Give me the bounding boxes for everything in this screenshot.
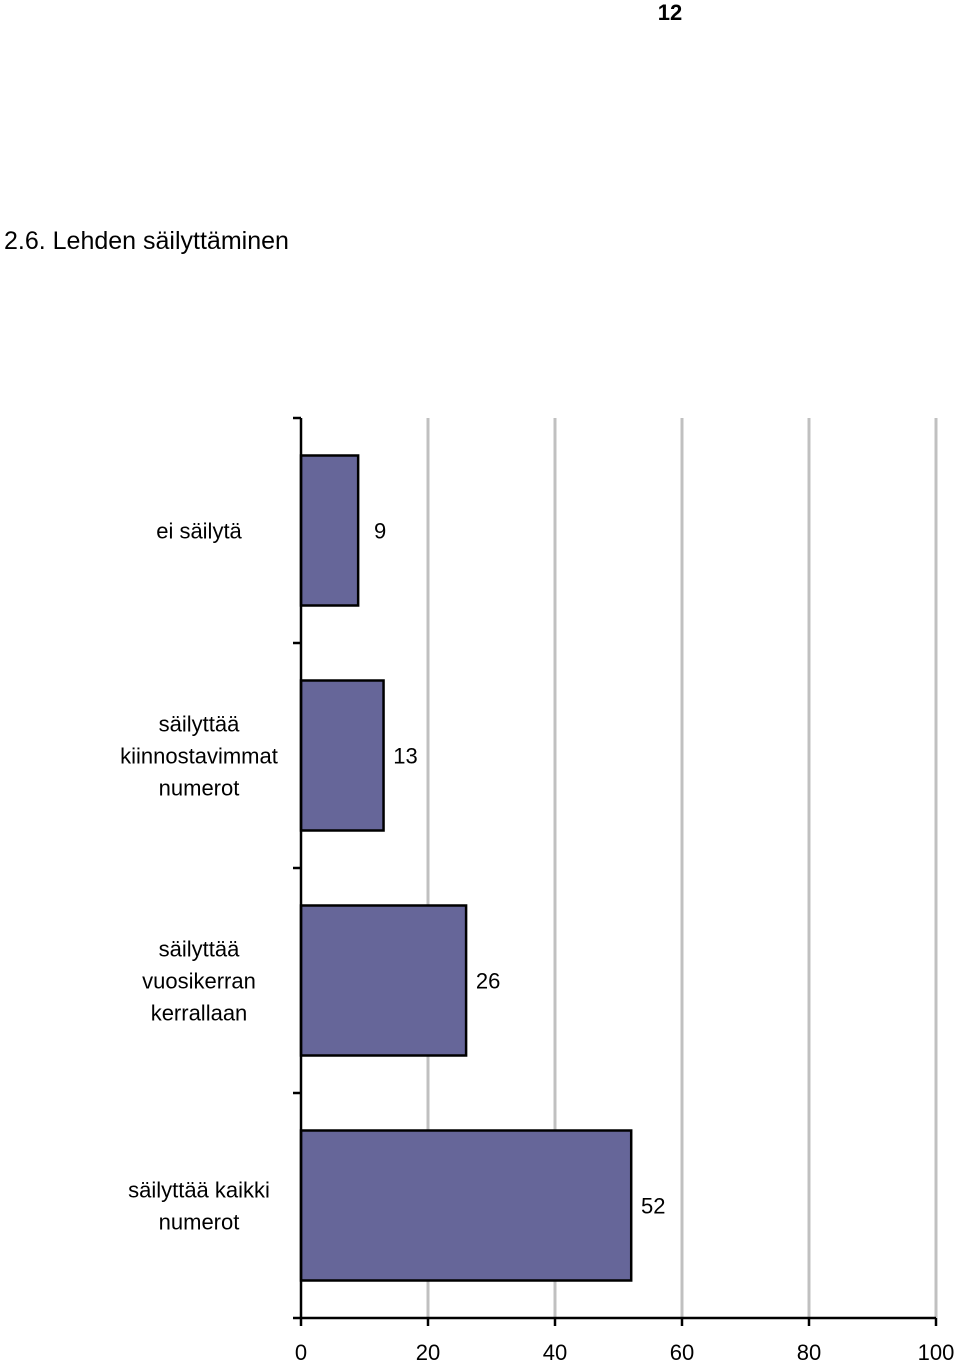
bar (299, 679, 385, 832)
x-tick-label: 40 (543, 1340, 567, 1365)
bar (299, 1129, 633, 1282)
data-label: 26 (476, 969, 500, 994)
section-heading: 2.6. Lehden säilyttäminen (4, 227, 289, 255)
x-tick-labels: 0 20 40 60 80 100 (295, 1340, 954, 1365)
x-tick-label: 80 (797, 1340, 821, 1365)
x-tick-label: 100 (918, 1340, 955, 1365)
x-tick-label: 0 (295, 1340, 307, 1365)
data-label: 52 (641, 1194, 665, 1219)
page-number: 12 (657, 0, 683, 25)
category-label: säilyttää kaikki numerot (128, 1178, 270, 1235)
category-label: säilyttää kiinnostavimmat numerot (120, 712, 278, 801)
category-label: säilyttää vuosikerran kerrallaan (142, 937, 256, 1026)
data-label: 9 (374, 519, 386, 544)
category-labels: ei säilytä säilyttää kiinnostavimmat numero… (120, 519, 278, 1235)
axes (293, 416, 938, 1326)
category-label: ei säilytä (156, 519, 242, 544)
x-tick-label: 20 (416, 1340, 440, 1365)
bar (299, 904, 468, 1057)
bars (299, 454, 633, 1282)
data-labels: 9 13 26 52 (374, 519, 665, 1219)
bar (299, 454, 360, 607)
data-label: 13 (393, 744, 417, 769)
x-tick-label: 60 (670, 1340, 694, 1365)
